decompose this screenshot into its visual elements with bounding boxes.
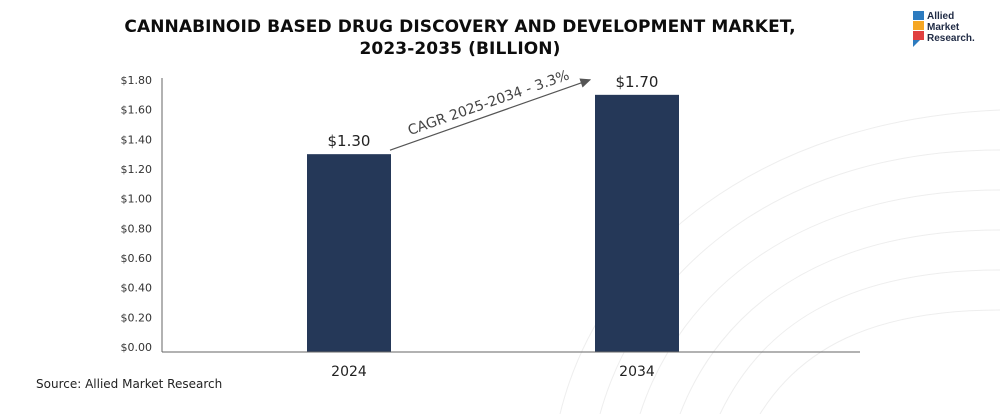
x-axis-labels: 2024 2034 <box>331 364 655 380</box>
y-tick-label: $0.00 <box>121 341 153 354</box>
title-line-2: 2023-2035 (BILLION) <box>359 39 561 59</box>
allied-market-research-logo: Allied Market Research. <box>911 9 995 53</box>
y-tick-label: $0.40 <box>121 282 153 295</box>
value-label: $1.70 <box>616 73 659 91</box>
title-line-1: CANNABINOID BASED DRUG DISCOVERY AND DEV… <box>124 17 796 37</box>
x-tick-label: 2034 <box>619 364 655 380</box>
y-tick-label: $0.60 <box>121 252 153 265</box>
source-note: Source: Allied Market Research <box>36 377 223 391</box>
x-tick-label: 2024 <box>331 364 367 380</box>
cagr-arrow <box>389 78 592 151</box>
bar-2034 <box>595 94 679 352</box>
logo-text-line-1: Allied <box>927 11 955 22</box>
y-tick-label: $0.20 <box>121 311 153 324</box>
y-axis: $0.00 $0.20 $0.40 $0.60 $0.80 $1.00 $1.20 $1.40… <box>121 74 153 354</box>
y-tick-label: $0.80 <box>121 222 153 235</box>
y-tick-label: $1.80 <box>121 74 153 87</box>
value-labels: $1.30 $1.70 <box>328 73 659 150</box>
bar-2024 <box>307 154 391 352</box>
y-tick-label: $1.60 <box>121 104 153 117</box>
bars <box>307 94 679 352</box>
cagr-annotation: CAGR 2025-2034 - 3.3% <box>406 67 572 138</box>
y-tick-label: $1.20 <box>121 163 153 176</box>
y-tick-label: $1.40 <box>121 133 153 146</box>
chart-title: CANNABINOID BASED DRUG DISCOVERY AND DEV… <box>60 16 860 60</box>
value-label: $1.30 <box>328 132 371 150</box>
logo-mark-icon <box>913 11 924 47</box>
logo-text-line-2: Market <box>927 22 960 33</box>
y-tick-label: $1.00 <box>121 193 153 206</box>
logo-text-line-3: Research. <box>927 33 975 44</box>
